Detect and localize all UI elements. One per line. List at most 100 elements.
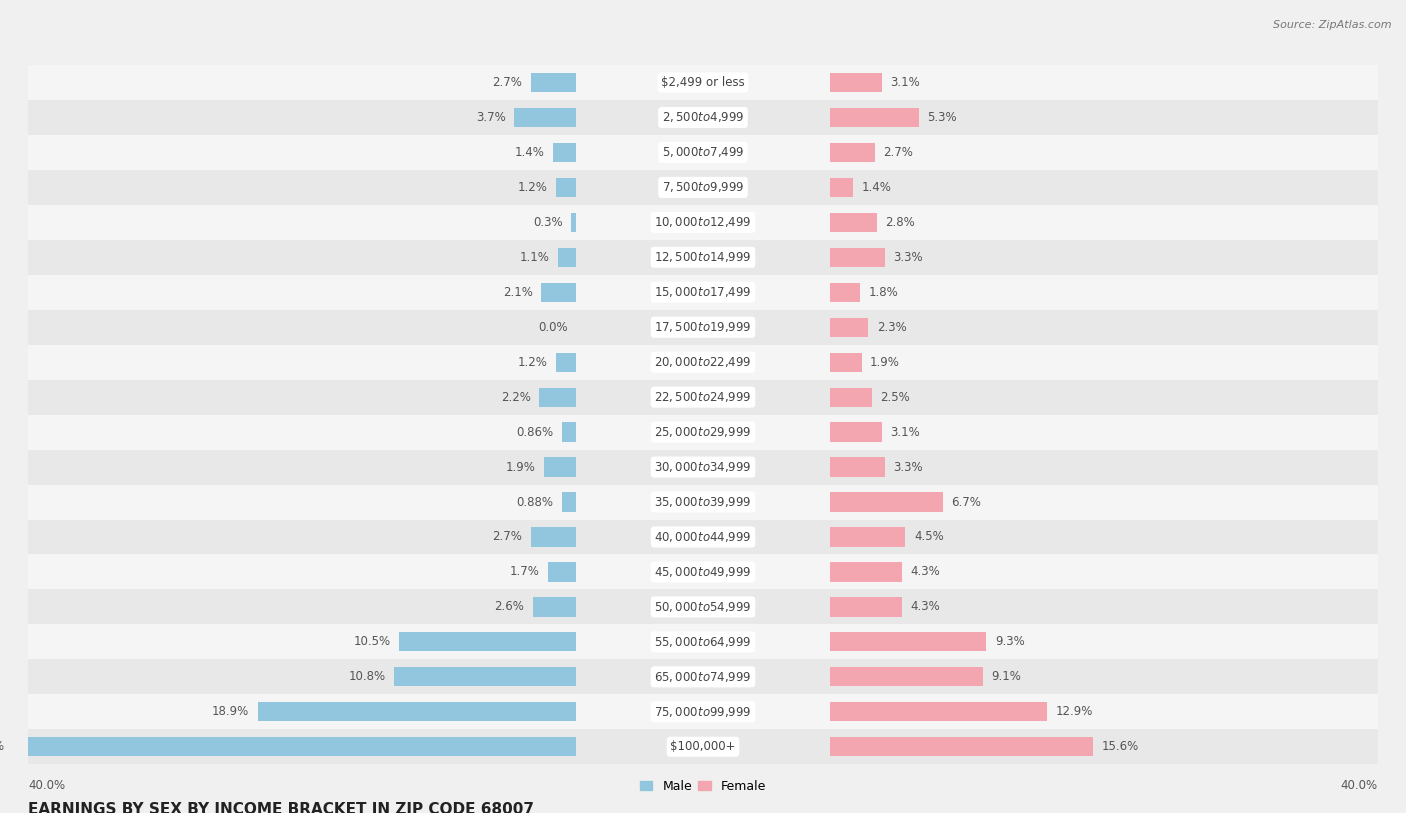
Text: 2.8%: 2.8% xyxy=(886,216,915,228)
Text: 2.5%: 2.5% xyxy=(880,391,910,403)
Bar xyxy=(28,694,1378,729)
Bar xyxy=(830,633,987,651)
Text: $65,000 to $74,999: $65,000 to $74,999 xyxy=(654,670,752,684)
Bar xyxy=(13,737,576,756)
Text: $45,000 to $49,999: $45,000 to $49,999 xyxy=(654,565,752,579)
Text: 3.3%: 3.3% xyxy=(894,251,924,263)
Text: 2.2%: 2.2% xyxy=(501,391,531,403)
Bar xyxy=(830,248,886,267)
Text: $22,500 to $24,999: $22,500 to $24,999 xyxy=(654,390,752,404)
Bar xyxy=(561,493,576,511)
Bar xyxy=(28,65,1378,100)
Text: 2.6%: 2.6% xyxy=(495,601,524,613)
Text: $7,500 to $9,999: $7,500 to $9,999 xyxy=(662,180,744,194)
Text: $35,000 to $39,999: $35,000 to $39,999 xyxy=(654,495,752,509)
Bar xyxy=(544,458,576,476)
Bar xyxy=(28,520,1378,554)
Bar xyxy=(830,178,853,197)
Text: 33.4%: 33.4% xyxy=(0,741,4,753)
Text: $17,500 to $19,999: $17,500 to $19,999 xyxy=(654,320,752,334)
Bar xyxy=(562,423,576,441)
Bar xyxy=(394,667,576,686)
Bar xyxy=(28,485,1378,520)
Text: $75,000 to $99,999: $75,000 to $99,999 xyxy=(654,705,752,719)
Bar xyxy=(28,659,1378,694)
Bar xyxy=(548,563,576,581)
Bar xyxy=(28,589,1378,624)
Text: 2.7%: 2.7% xyxy=(492,76,523,89)
Text: Source: ZipAtlas.com: Source: ZipAtlas.com xyxy=(1274,20,1392,30)
Bar xyxy=(531,528,576,546)
Bar xyxy=(28,554,1378,589)
Bar xyxy=(557,178,576,197)
Text: 0.0%: 0.0% xyxy=(538,321,568,333)
Text: 5.3%: 5.3% xyxy=(928,111,957,124)
Text: 1.2%: 1.2% xyxy=(517,181,548,193)
Bar xyxy=(557,353,576,372)
Text: 40.0%: 40.0% xyxy=(28,779,65,792)
Text: 1.4%: 1.4% xyxy=(862,181,891,193)
Text: $2,500 to $4,999: $2,500 to $4,999 xyxy=(662,111,744,124)
Text: 10.5%: 10.5% xyxy=(354,636,391,648)
Text: $40,000 to $44,999: $40,000 to $44,999 xyxy=(654,530,752,544)
Text: 10.8%: 10.8% xyxy=(349,671,385,683)
Bar xyxy=(515,108,576,127)
Text: $10,000 to $12,499: $10,000 to $12,499 xyxy=(654,215,752,229)
Bar xyxy=(28,275,1378,310)
Bar xyxy=(830,73,882,92)
Text: $55,000 to $64,999: $55,000 to $64,999 xyxy=(654,635,752,649)
Bar xyxy=(399,633,576,651)
Text: 1.1%: 1.1% xyxy=(520,251,550,263)
Text: 0.88%: 0.88% xyxy=(516,496,553,508)
Bar xyxy=(28,240,1378,275)
Bar xyxy=(553,143,576,162)
Bar xyxy=(28,450,1378,485)
Bar xyxy=(830,143,875,162)
Bar xyxy=(28,624,1378,659)
Text: 4.3%: 4.3% xyxy=(911,566,941,578)
Bar xyxy=(830,702,1047,721)
Text: 3.1%: 3.1% xyxy=(890,426,920,438)
Text: 1.4%: 1.4% xyxy=(515,146,544,159)
Bar xyxy=(28,345,1378,380)
Bar xyxy=(830,353,862,372)
Bar xyxy=(830,563,903,581)
Bar xyxy=(830,283,860,302)
Text: $12,500 to $14,999: $12,500 to $14,999 xyxy=(654,250,752,264)
Text: 1.7%: 1.7% xyxy=(509,566,540,578)
Bar xyxy=(531,73,576,92)
Bar xyxy=(28,205,1378,240)
Text: 18.9%: 18.9% xyxy=(212,706,249,718)
Bar xyxy=(540,388,576,406)
Text: $2,499 or less: $2,499 or less xyxy=(661,76,745,89)
Text: $15,000 to $17,499: $15,000 to $17,499 xyxy=(654,285,752,299)
Bar xyxy=(541,283,576,302)
Bar xyxy=(28,135,1378,170)
Bar xyxy=(830,528,905,546)
Text: 9.1%: 9.1% xyxy=(991,671,1021,683)
Text: 3.3%: 3.3% xyxy=(894,461,924,473)
Text: 1.9%: 1.9% xyxy=(870,356,900,368)
Text: 9.3%: 9.3% xyxy=(995,636,1025,648)
Bar xyxy=(830,737,1092,756)
Text: 15.6%: 15.6% xyxy=(1101,741,1139,753)
Bar xyxy=(830,213,877,232)
Text: 2.3%: 2.3% xyxy=(877,321,907,333)
Bar xyxy=(28,415,1378,450)
Bar xyxy=(558,248,576,267)
Text: 40.0%: 40.0% xyxy=(1341,779,1378,792)
Bar xyxy=(28,729,1378,764)
Text: 3.1%: 3.1% xyxy=(890,76,920,89)
Text: 2.7%: 2.7% xyxy=(492,531,523,543)
Bar xyxy=(830,108,920,127)
Bar xyxy=(28,100,1378,135)
Bar xyxy=(830,458,886,476)
Text: $5,000 to $7,499: $5,000 to $7,499 xyxy=(662,146,744,159)
Legend: Male, Female: Male, Female xyxy=(640,780,766,793)
Text: $100,000+: $100,000+ xyxy=(671,741,735,753)
Text: $50,000 to $54,999: $50,000 to $54,999 xyxy=(654,600,752,614)
Bar xyxy=(830,388,872,406)
Text: 1.9%: 1.9% xyxy=(506,461,536,473)
Text: 2.7%: 2.7% xyxy=(883,146,914,159)
Bar xyxy=(830,667,983,686)
